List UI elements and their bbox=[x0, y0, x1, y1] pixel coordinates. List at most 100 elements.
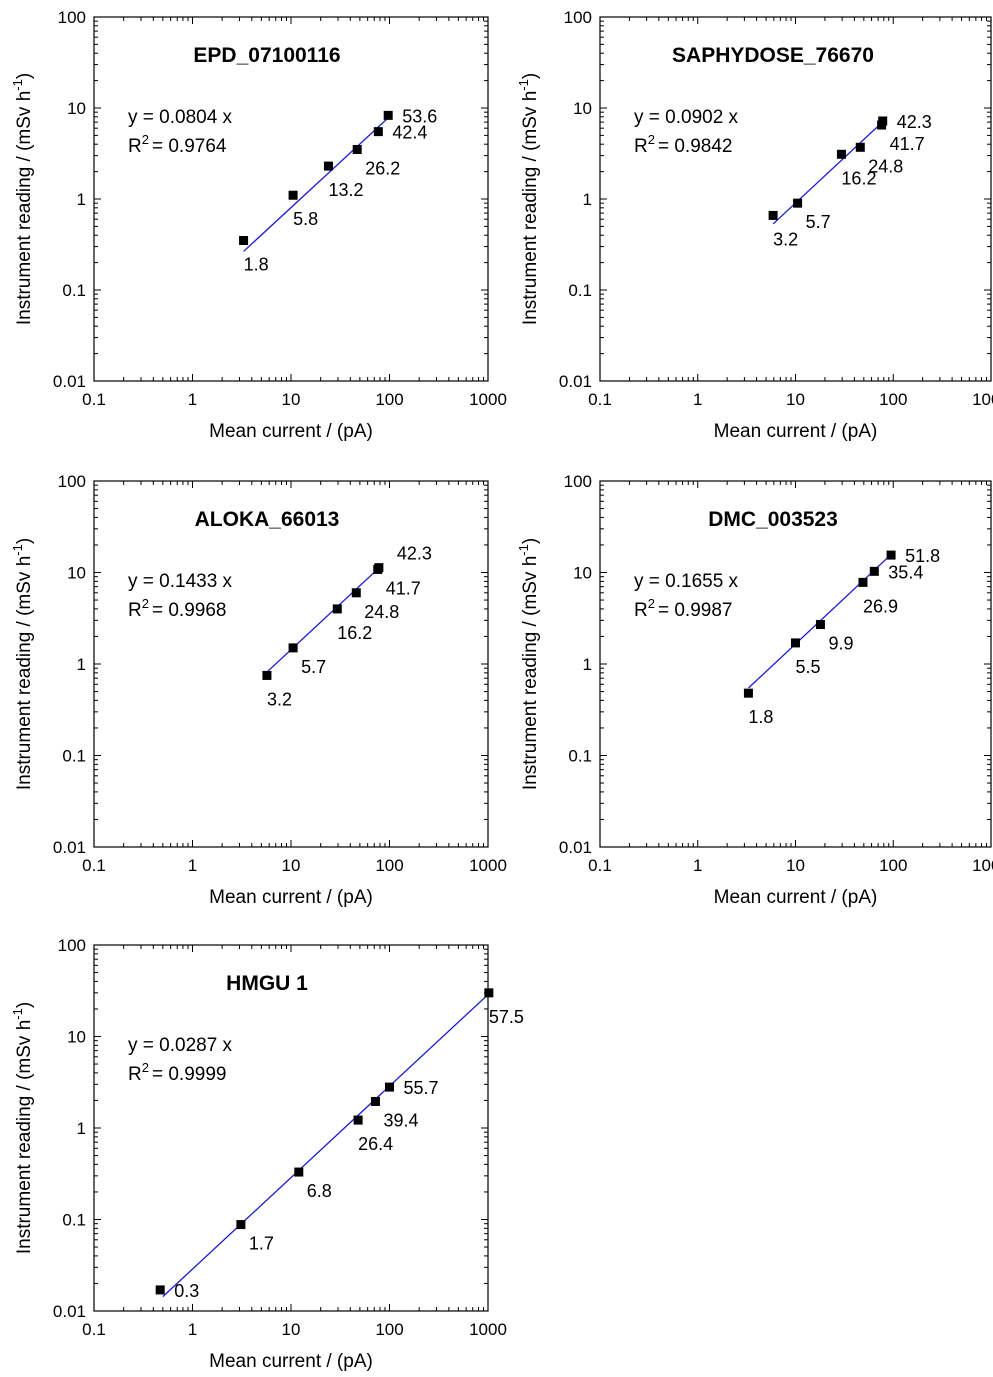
y-tick-label: 100 bbox=[58, 8, 86, 27]
x-axis-label: Mean current / (pA) bbox=[209, 421, 373, 442]
data-label: 9.9 bbox=[828, 634, 853, 654]
data-label: 55.7 bbox=[404, 1078, 439, 1098]
x-tick-label: 1 bbox=[693, 856, 702, 875]
data-point bbox=[288, 190, 298, 200]
fit-equation: y = 0.0287 x bbox=[128, 1035, 233, 1056]
data-label: 41.7 bbox=[386, 578, 421, 598]
data-label: 35.4 bbox=[888, 562, 923, 582]
fit-line bbox=[162, 992, 491, 1298]
x-axis-label: Mean current / (pA) bbox=[209, 887, 373, 908]
data-label: 51.8 bbox=[905, 546, 940, 566]
data-point bbox=[323, 161, 333, 171]
data-label: 1.8 bbox=[748, 707, 773, 727]
data-label: 26.4 bbox=[358, 1134, 393, 1154]
y-tick-label: 0.1 bbox=[568, 747, 592, 766]
data-label: 3.2 bbox=[773, 229, 798, 249]
x-axis-label: Mean current / (pA) bbox=[714, 887, 878, 908]
y-tick-label: 100 bbox=[564, 8, 592, 27]
y-tick-label: 0.1 bbox=[62, 747, 86, 766]
y-axis-label: Instrument reading / (mSv h-1) bbox=[516, 73, 541, 325]
y-tick-label: 0.01 bbox=[559, 372, 592, 391]
data-point bbox=[836, 149, 846, 159]
axis-ticks bbox=[93, 944, 489, 1312]
y-tick-label: 10 bbox=[573, 564, 592, 583]
x-tick-label: 1 bbox=[188, 856, 197, 875]
data-point bbox=[352, 144, 362, 154]
data-point bbox=[239, 235, 249, 245]
y-tick-label: 100 bbox=[58, 472, 86, 491]
data-label: 1.7 bbox=[249, 1234, 274, 1254]
x-tick-label: 10 bbox=[282, 390, 301, 409]
y-axis-label: Instrument reading / (mSv h-1) bbox=[10, 1002, 35, 1254]
chart-title: EPD_07100116 bbox=[193, 44, 340, 67]
fit-equation: y = 0.0804 x bbox=[128, 107, 233, 128]
x-tick-label: 0.1 bbox=[588, 856, 612, 875]
y-tick-label: 100 bbox=[564, 472, 592, 491]
x-tick-label: 1000 bbox=[469, 390, 507, 409]
data-point bbox=[815, 620, 825, 630]
fit-equation: y = 0.1433 x bbox=[128, 571, 233, 592]
x-tick-label: 1 bbox=[188, 1320, 197, 1339]
x-tick-label: 100 bbox=[879, 856, 907, 875]
data-point bbox=[353, 1115, 363, 1125]
y-tick-label: 0.1 bbox=[62, 1211, 86, 1230]
data-label: 5.5 bbox=[796, 657, 821, 677]
x-tick-label: 0.1 bbox=[82, 390, 106, 409]
data-label: 3.2 bbox=[267, 689, 292, 709]
y-tick-label: 0.1 bbox=[568, 281, 592, 300]
data-point bbox=[332, 604, 342, 614]
x-axis-label: Mean current / (pA) bbox=[209, 1351, 373, 1372]
x-tick-label: 1 bbox=[693, 390, 702, 409]
y-tick-label: 0.01 bbox=[53, 372, 86, 391]
fit-r-squared: R2 = 0.9764 bbox=[128, 132, 227, 157]
data-point bbox=[793, 198, 803, 208]
data-point bbox=[385, 1082, 394, 1092]
data-point bbox=[768, 210, 778, 220]
data-point bbox=[351, 588, 361, 598]
fit-r-squared: R2 = 0.9999 bbox=[128, 1060, 226, 1085]
x-tick-label: 10 bbox=[282, 856, 301, 875]
data-label: 53.6 bbox=[402, 106, 437, 126]
plot-frame bbox=[93, 944, 489, 1312]
x-axis-label: Mean current / (pA) bbox=[714, 421, 878, 442]
x-tick-label: 0.1 bbox=[82, 1320, 106, 1339]
axis-ticks bbox=[599, 480, 992, 848]
x-tick-label: 100 bbox=[375, 390, 403, 409]
y-tick-label: 0.1 bbox=[62, 281, 86, 300]
fit-line bbox=[772, 120, 885, 225]
y-tick-label: 0.01 bbox=[559, 838, 592, 857]
data-label: 1.8 bbox=[244, 254, 269, 274]
data-label: 5.7 bbox=[806, 212, 831, 232]
fit-equation: y = 0.1655 x bbox=[634, 571, 739, 592]
data-label: 39.4 bbox=[383, 1110, 418, 1130]
x-tick-label: 0.1 bbox=[82, 856, 106, 875]
y-tick-label: 10 bbox=[67, 99, 86, 118]
data-point bbox=[236, 1220, 246, 1230]
y-tick-label: 100 bbox=[58, 936, 86, 955]
data-label: 6.8 bbox=[307, 1181, 332, 1201]
y-tick-label: 1 bbox=[77, 655, 86, 674]
y-axis-label: Instrument reading / (mSv h-1) bbox=[516, 538, 541, 790]
x-tick-label: 1 bbox=[188, 390, 197, 409]
y-tick-label: 0.01 bbox=[53, 838, 86, 857]
chart-title: ALOKA_66013 bbox=[195, 508, 340, 531]
y-tick-label: 1 bbox=[583, 190, 592, 209]
data-point bbox=[858, 577, 868, 587]
fit-r-squared: R2 = 0.9968 bbox=[128, 596, 226, 621]
plot-frame bbox=[93, 480, 489, 848]
data-label: 42.3 bbox=[397, 544, 432, 564]
fit-line bbox=[266, 567, 380, 673]
y-tick-label: 1 bbox=[77, 190, 86, 209]
data-label: 5.7 bbox=[301, 657, 326, 677]
y-tick-label: 1 bbox=[583, 655, 592, 674]
data-label: 13.2 bbox=[328, 180, 363, 200]
x-tick-label: 0.1 bbox=[588, 390, 612, 409]
y-tick-label: 10 bbox=[67, 564, 86, 583]
data-point bbox=[373, 127, 383, 137]
fit-equation: y = 0.0902 x bbox=[634, 107, 739, 128]
